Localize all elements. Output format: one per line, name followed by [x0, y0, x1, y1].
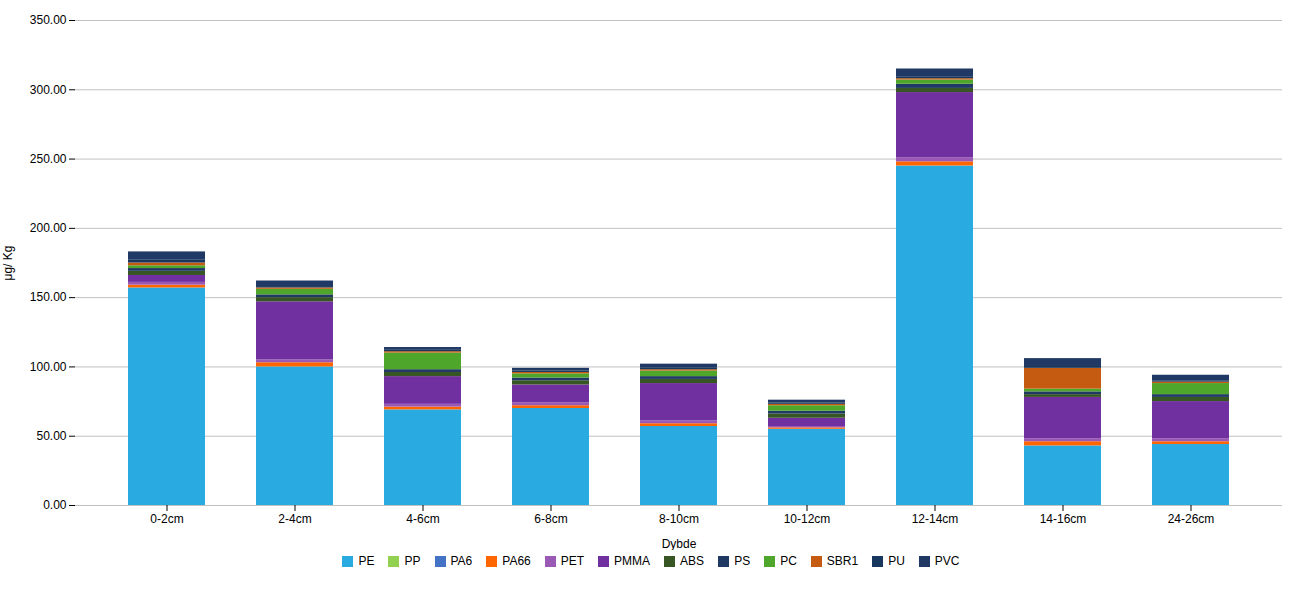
- html-text:PU: PU: [888, 554, 905, 568]
- svg-text:300.00: 300.00: [30, 83, 67, 97]
- html-text:PE: PE: [358, 554, 375, 568]
- html-text:PS: PS: [734, 554, 751, 568]
- html-text:PC: PC: [780, 554, 797, 568]
- svg-text:24-26cm: 24-26cm: [1168, 512, 1215, 526]
- html-text:PMMA: PMMA: [614, 554, 651, 568]
- svg-text:14-16cm: 14-16cm: [1040, 512, 1087, 526]
- html-text:PVC: PVC: [934, 554, 960, 568]
- svg-text:350.00: 350.00: [30, 13, 67, 27]
- svg-text:8-10cm: 8-10cm: [659, 512, 699, 526]
- svg-text:0-2cm: 0-2cm: [150, 512, 183, 526]
- svg-text:150.00: 150.00: [30, 290, 67, 304]
- svg-text:50.00: 50.00: [36, 429, 66, 443]
- svg-text:4-6cm: 4-6cm: [406, 512, 439, 526]
- svg-text:Dybde: Dybde: [662, 537, 697, 551]
- svg-text:μg/ Kg: μg/ Kg: [1, 246, 15, 281]
- svg-text:6-8cm: 6-8cm: [534, 512, 567, 526]
- html-text:PP: PP: [404, 554, 421, 568]
- html-text:PA6: PA6: [450, 554, 473, 568]
- svg-text:0.00: 0.00: [43, 498, 67, 512]
- html-text:SBR1: SBR1: [826, 554, 859, 568]
- html-text:ABS: ABS: [680, 554, 705, 568]
- svg-text:100.00: 100.00: [30, 360, 67, 374]
- svg-text:12-14cm: 12-14cm: [912, 512, 959, 526]
- svg-text:200.00: 200.00: [30, 221, 67, 235]
- svg-text:250.00: 250.00: [30, 152, 67, 166]
- svg-text:10-12cm: 10-12cm: [784, 512, 831, 526]
- html-text:PET: PET: [560, 554, 585, 568]
- svg-text:2-4cm: 2-4cm: [278, 512, 311, 526]
- html-text:PA66: PA66: [502, 554, 531, 568]
